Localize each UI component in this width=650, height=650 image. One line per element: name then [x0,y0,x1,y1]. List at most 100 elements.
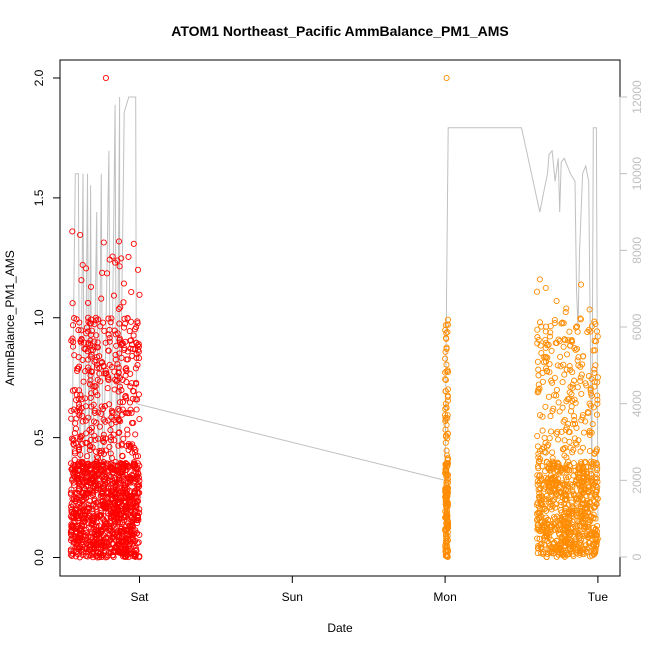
scatter-point [98,491,106,498]
scatter-point [105,538,113,545]
scatter-point [536,527,543,534]
scatter-point [594,392,601,399]
scatter-point [116,476,123,483]
scatter-point [443,546,450,553]
scatter-point [548,476,555,483]
scatter-point [442,400,449,407]
scatter-point [443,361,450,368]
scatter-point [579,414,586,421]
scatter-point [549,458,556,465]
scatter-point [130,489,138,497]
scatter-point [109,410,116,417]
scatter-point [547,413,554,420]
scatter-point [444,321,451,328]
scatter-point [118,411,126,418]
scatter-point [442,488,449,495]
scatter-point [580,429,588,436]
scatter-point [548,377,555,384]
scatter-point [127,337,134,344]
scatter-point [536,385,543,392]
scatter-point [89,492,96,499]
scatter-point [84,514,91,521]
scatter-point [587,517,594,524]
scatter-point [444,367,451,374]
scatter-point [593,501,600,508]
scatter-point [91,383,98,390]
scatter-point [568,391,575,398]
scatter-point [72,465,79,472]
scatter-point [130,240,137,247]
scatter-point [534,478,541,485]
scatter-point [86,505,93,512]
scatter-point [67,529,74,536]
scatter-point [78,441,86,448]
scatter-point [135,348,142,355]
scatter-point [561,371,568,378]
scatter-point [587,505,595,512]
scatter-point [70,406,77,413]
scatter-point [571,413,578,420]
scatter-point [79,490,86,497]
scatter-point [119,453,126,460]
scatter-point [116,490,124,497]
scatter-point [556,514,563,522]
scatter-point [557,363,564,370]
scatter-point [444,524,452,531]
scatter-point [85,364,92,371]
scatter-point [135,391,142,398]
plot-frame [59,59,621,577]
scatter-point [562,547,569,554]
y-tick-label: 0.0 [32,549,46,566]
scatter-point [112,458,119,466]
scatter-point [91,321,98,328]
scatter-point [132,449,139,456]
scatter-point [98,403,105,410]
scatter-point [580,470,587,477]
scatter-point [84,553,91,560]
scatter-point [79,412,86,419]
y-tick-label: 2.0 [32,69,46,86]
scatter-point [104,490,111,497]
scatter-point [102,367,109,374]
scatter-point [108,407,115,414]
scatter-point [548,550,555,557]
scatter-point [111,327,118,334]
scatter-point [578,371,585,378]
scatter-point [549,465,556,472]
scatter-point [551,320,558,327]
scatter-point [133,339,140,346]
scatter-point [586,447,593,455]
scatter-point [124,461,131,468]
scatter-point [542,403,549,410]
scatter-point [107,520,114,527]
scatter-point [93,486,100,494]
scatter-point [89,520,96,527]
scatter-point [103,270,111,277]
scatter-point [110,553,117,561]
scatter-point [578,417,585,424]
scatter-point [442,348,449,355]
scatter-point [584,506,591,513]
scatter-point [92,357,99,364]
scatter-point [541,434,548,441]
scatter-point [555,551,562,558]
scatter-point [94,470,101,477]
scatter-point [101,542,108,549]
scatter-point [115,238,123,245]
scatter-point [442,355,449,362]
scatter-point [555,460,562,467]
scatter-point [97,535,104,542]
scatter-point [106,544,114,551]
scatter-point [534,358,541,365]
scatter-point [91,544,98,551]
scatter-point [591,450,598,457]
scatter-point [78,502,85,509]
scatter-point [118,484,125,491]
scatter-point [85,356,92,363]
scatter-point [588,429,595,436]
scatter-point [558,551,565,558]
scatter-point [533,288,541,295]
scatter-point [125,410,132,417]
scatter-point [537,342,544,349]
scatter-point [585,326,593,333]
